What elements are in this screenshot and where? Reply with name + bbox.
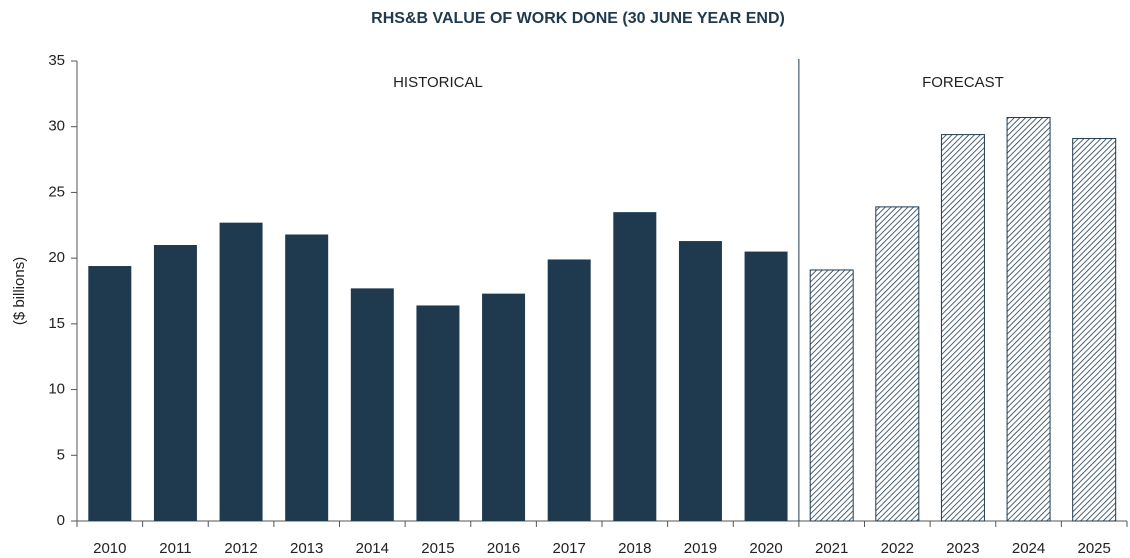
x-tick-label: 2023	[946, 540, 979, 557]
bar	[350, 288, 394, 521]
bar	[547, 259, 591, 521]
x-tick-label: 2018	[618, 540, 651, 557]
x-tick-label: 2021	[815, 540, 848, 557]
y-tick-label: 35	[48, 52, 65, 69]
x-tick-label: 2014	[356, 540, 389, 557]
x-tick-label: 2012	[224, 540, 257, 557]
x-tick-label: 2022	[881, 540, 914, 557]
y-tick-label: 30	[48, 118, 65, 135]
bar	[613, 212, 657, 521]
bar	[678, 241, 722, 522]
y-tick-label: 10	[48, 381, 65, 398]
x-tick-label: 2019	[684, 540, 717, 557]
bar	[1006, 117, 1051, 522]
x-tick-label: 2016	[487, 540, 520, 557]
bar	[1072, 138, 1117, 522]
y-tick-label: 15	[48, 315, 65, 332]
bar	[482, 293, 526, 521]
y-tick-label: 0	[57, 512, 65, 529]
x-tick-label: 2020	[749, 540, 782, 557]
bar	[744, 251, 788, 522]
y-tick-label: 20	[48, 249, 65, 266]
bar	[219, 222, 263, 521]
bar	[153, 245, 197, 521]
y-axis-label: ($ billions)	[11, 257, 28, 325]
bar	[940, 134, 985, 522]
bar	[88, 266, 132, 521]
x-tick-label: 2011	[159, 540, 191, 557]
section-label: FORECAST	[922, 74, 1004, 91]
section-label: HISTORICAL	[393, 74, 483, 91]
x-tick-label: 2017	[553, 540, 586, 557]
x-tick-label: 2025	[1078, 540, 1111, 557]
y-tick-label: 25	[48, 183, 65, 200]
x-tick-label: 2024	[1012, 540, 1045, 557]
bar	[809, 269, 854, 522]
x-tick-label: 2013	[290, 540, 323, 557]
bar	[416, 305, 460, 521]
bar	[285, 234, 329, 521]
y-tick-label: 5	[57, 446, 65, 463]
chart-title: RHS&B VALUE OF WORK DONE (30 JUNE YEAR E…	[371, 10, 785, 27]
x-tick-label: 2010	[93, 540, 126, 557]
x-tick-label: 2015	[421, 540, 454, 557]
bar	[875, 206, 920, 522]
